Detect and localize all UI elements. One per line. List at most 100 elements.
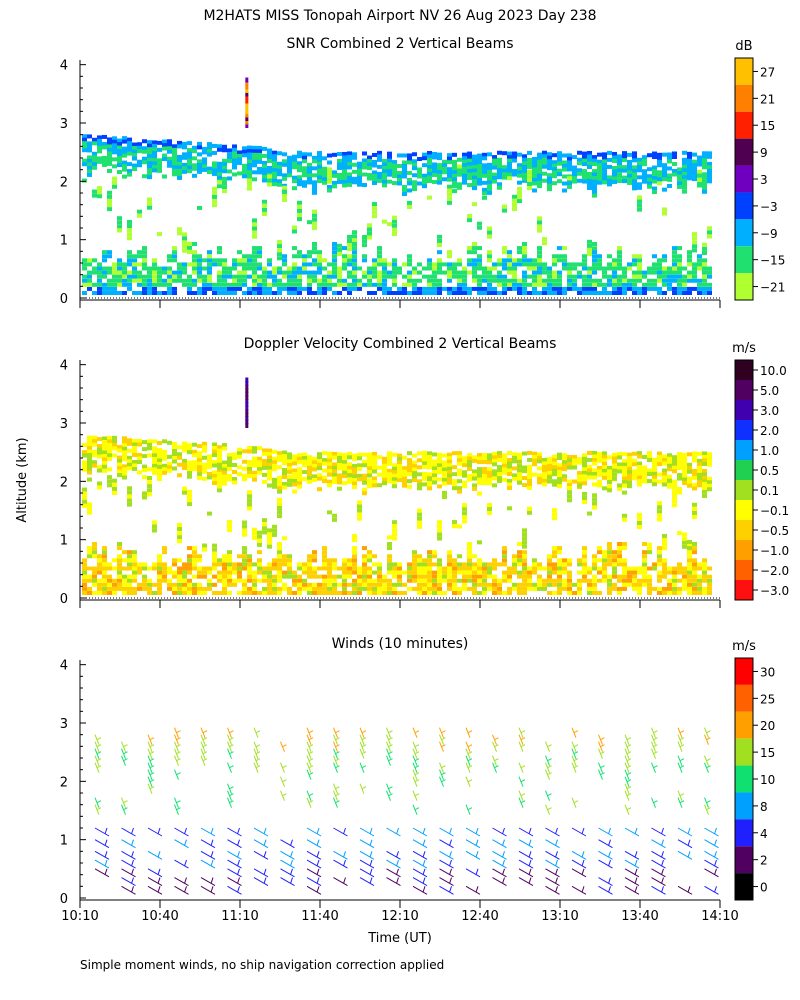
cell — [522, 476, 527, 481]
cell — [217, 455, 222, 460]
wind-barb-flag — [202, 737, 208, 741]
cell — [207, 250, 212, 255]
cell — [112, 478, 117, 483]
cell — [537, 480, 542, 485]
cell — [242, 520, 247, 525]
cell — [247, 274, 252, 279]
cell — [507, 278, 512, 283]
cell — [467, 214, 472, 219]
cell — [517, 286, 522, 291]
cell — [382, 578, 387, 583]
cell — [97, 465, 102, 470]
cell — [117, 462, 122, 467]
cell — [217, 274, 222, 279]
cell — [292, 578, 297, 583]
cell — [247, 570, 252, 575]
cell — [617, 291, 622, 295]
cell — [242, 459, 247, 464]
cell — [152, 562, 157, 567]
cell — [277, 591, 282, 595]
cell — [567, 570, 572, 575]
cell — [512, 558, 517, 563]
cell — [517, 562, 522, 567]
cell — [477, 570, 482, 575]
cell — [347, 158, 352, 163]
cell — [437, 456, 442, 461]
cell — [372, 554, 377, 559]
cell — [282, 198, 287, 203]
cell — [112, 270, 117, 275]
cell — [357, 586, 362, 591]
cell — [617, 542, 622, 546]
cell — [92, 460, 97, 465]
cell — [142, 291, 147, 295]
cell — [462, 515, 467, 520]
wind-barb — [492, 827, 507, 837]
cell — [577, 460, 582, 465]
cell — [417, 286, 422, 291]
cell — [167, 149, 172, 154]
cell — [417, 278, 422, 283]
cell — [282, 189, 287, 194]
cell — [247, 490, 252, 495]
cell — [497, 171, 502, 176]
cell — [492, 566, 497, 571]
cell — [242, 528, 247, 533]
cell — [92, 442, 97, 447]
cell — [627, 163, 632, 168]
cell — [87, 566, 92, 571]
cell — [112, 582, 117, 587]
cell — [322, 586, 327, 591]
cell — [572, 278, 577, 283]
wind-barb-flag — [229, 800, 234, 804]
cell — [697, 582, 702, 587]
cell — [97, 578, 102, 583]
cell — [167, 139, 172, 144]
cell — [267, 566, 272, 571]
cell — [377, 472, 382, 477]
wind-barb — [174, 877, 189, 887]
cell — [422, 163, 427, 168]
cell — [267, 182, 272, 187]
cell — [447, 463, 452, 468]
cell — [647, 591, 652, 595]
cell — [692, 550, 697, 555]
cell — [377, 570, 382, 575]
cell — [322, 554, 327, 559]
cell — [342, 246, 347, 251]
cell — [677, 246, 682, 251]
cell — [167, 582, 172, 587]
cell — [597, 566, 602, 571]
cell — [537, 159, 542, 164]
cell — [392, 174, 397, 179]
cell — [242, 578, 247, 583]
cell — [472, 458, 477, 463]
cell — [87, 134, 92, 139]
cell — [117, 278, 122, 283]
cell — [597, 258, 602, 263]
cell — [517, 459, 522, 464]
cell — [537, 216, 542, 221]
cell — [252, 470, 257, 475]
cell — [152, 467, 157, 472]
cell — [422, 173, 427, 178]
cell — [262, 278, 267, 283]
cell — [312, 570, 317, 575]
cell — [127, 258, 132, 263]
wind-barb-flag — [308, 737, 314, 741]
cell — [632, 462, 637, 467]
cell — [237, 566, 242, 571]
cell — [212, 194, 217, 199]
cell — [117, 149, 122, 154]
cell — [382, 582, 387, 587]
cell — [237, 282, 242, 287]
cell — [627, 452, 632, 457]
cell — [277, 451, 282, 456]
cell — [282, 286, 287, 291]
plot-area — [94, 727, 719, 895]
cell — [207, 475, 212, 480]
wind-barb — [386, 859, 401, 869]
wind-barb-flag — [361, 737, 367, 741]
cell — [452, 451, 457, 456]
cell — [532, 160, 537, 165]
